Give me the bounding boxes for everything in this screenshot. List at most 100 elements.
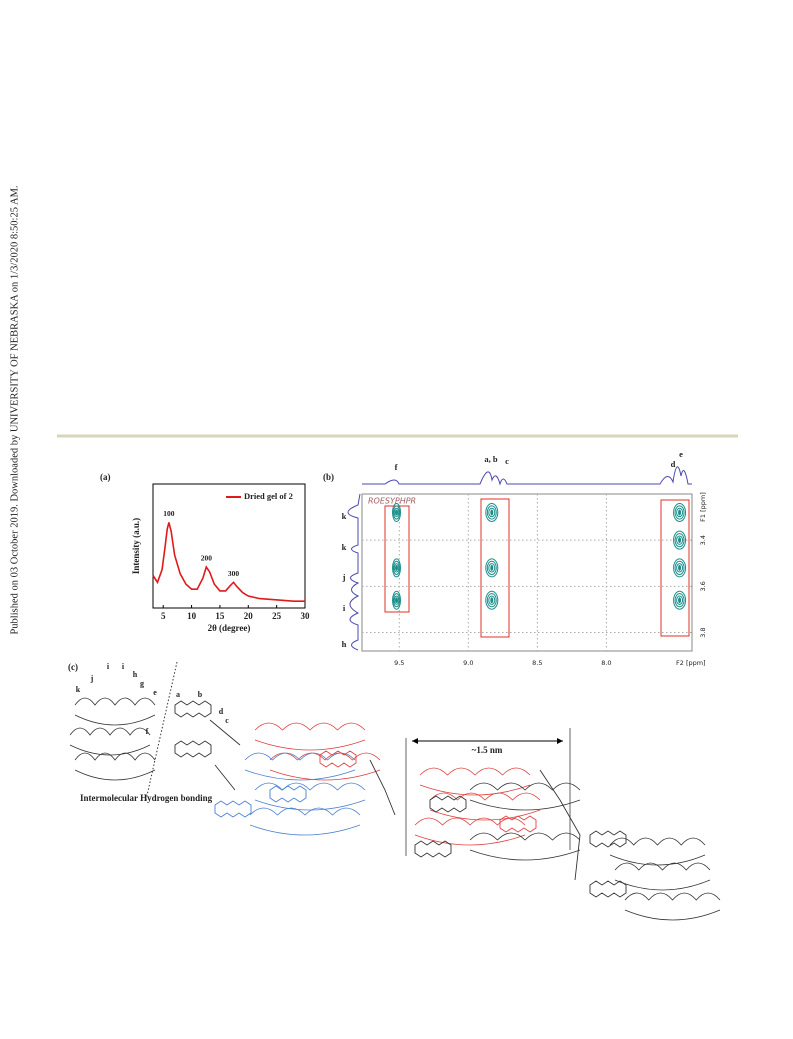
contour (393, 595, 400, 605)
peak-label: 100 (163, 509, 175, 518)
aromatic-core (174, 700, 212, 718)
peak-assignment: c (505, 456, 509, 466)
x-axis-label: 2θ (degree) (208, 623, 251, 633)
plot-frame (361, 493, 693, 652)
macrocycle (429, 792, 541, 801)
contour (676, 595, 684, 605)
macrocycle (69, 727, 151, 736)
contour (676, 563, 684, 573)
macrocycle (469, 799, 581, 811)
macrocycle (74, 697, 156, 706)
contour-core (490, 597, 494, 604)
x-tick-label: 15 (215, 611, 225, 621)
macrocycle (244, 752, 356, 761)
macrocycle (469, 849, 581, 861)
macrocycle (74, 714, 156, 726)
contour-core (678, 509, 682, 516)
atom-label: a (176, 690, 180, 699)
cross-peak (673, 558, 687, 578)
aromatic-core (589, 880, 627, 898)
peak-label: 200 (201, 554, 213, 563)
aromatic-core (319, 750, 357, 768)
macrocycle (429, 809, 541, 821)
peak-label: 300 (228, 569, 240, 578)
contour (392, 560, 401, 575)
macrocycle (414, 817, 526, 826)
panel-label: (a) (100, 472, 111, 482)
macrocycle (249, 824, 361, 836)
cross-peak (392, 558, 402, 578)
highlight-box (660, 499, 690, 637)
macrocycle (624, 909, 721, 921)
x-tick-label: 9.5 (394, 659, 404, 667)
atom-label: i (107, 662, 110, 671)
macrocycle (419, 784, 531, 796)
x-tick-label: 8.5 (532, 659, 542, 667)
cross-peak (673, 530, 687, 550)
x-tick-label: 20 (244, 611, 254, 621)
aromatic-core (214, 800, 252, 818)
y-axis-label: Intensity (a.u.) (131, 518, 141, 574)
atom-label: c (225, 716, 229, 725)
macrocycle (624, 892, 721, 901)
peak-assignment: k (342, 511, 347, 521)
aromatic-core (269, 785, 307, 803)
cross-peak (485, 558, 499, 578)
contour (676, 535, 684, 545)
contour (488, 507, 496, 518)
peak-assignment: f (395, 462, 398, 472)
xrd-curve (152, 522, 305, 602)
contour-core (395, 597, 399, 604)
macrocycle (614, 879, 711, 891)
aromatic-core (429, 795, 467, 813)
contour-core (490, 509, 494, 516)
contour (392, 558, 402, 578)
macrocycle (74, 752, 156, 761)
legend-label: Dried gel of 2 (244, 491, 293, 501)
contour (488, 563, 496, 573)
experiment-label: ROESYPHPR (368, 497, 416, 506)
peak-assignment: a, b (484, 454, 498, 464)
macrocycle (419, 767, 531, 776)
contour (673, 502, 687, 522)
contour-core (395, 509, 399, 516)
macrocycle (254, 739, 366, 751)
atom-label: k (76, 685, 81, 694)
h-bond-line (145, 661, 178, 801)
cross-peak (392, 590, 402, 610)
cross-peak (673, 590, 687, 610)
contour (485, 558, 499, 578)
sidebar-note: Published on 03 October 2019. Downloaded… (9, 185, 20, 634)
distance-label: ~1.5 nm (472, 745, 503, 755)
atom-label: b (198, 690, 203, 699)
macrocycle (609, 837, 706, 846)
contour (392, 505, 401, 520)
peak-assignment: e (679, 449, 683, 459)
aromatic-core (414, 840, 452, 858)
contour-core (395, 564, 399, 571)
atom-label: h (133, 670, 138, 679)
x-tick-label: 9.0 (463, 659, 473, 667)
molecule-drawing (69, 697, 721, 921)
x-tick-label: 10 (187, 611, 197, 621)
contour (392, 593, 401, 608)
macrocycle (249, 807, 361, 816)
atom-label: g (140, 679, 144, 688)
macrocycle (414, 834, 526, 846)
aromatic-core (174, 740, 212, 758)
macrocycle (269, 752, 381, 761)
contour (673, 558, 687, 578)
contour (486, 505, 497, 520)
contour (676, 507, 684, 518)
atom-label: i (122, 662, 125, 671)
contour (392, 502, 402, 522)
x-tick-label: 8.0 (601, 659, 611, 667)
contour (393, 507, 400, 518)
contour (393, 563, 400, 573)
peak-assignment: d (671, 459, 676, 469)
cross-peak (673, 502, 687, 522)
x-axis-label: F2 [ppm] (676, 659, 706, 667)
contour (674, 505, 685, 520)
highlight-box (480, 498, 510, 638)
macrocycle (469, 832, 581, 841)
